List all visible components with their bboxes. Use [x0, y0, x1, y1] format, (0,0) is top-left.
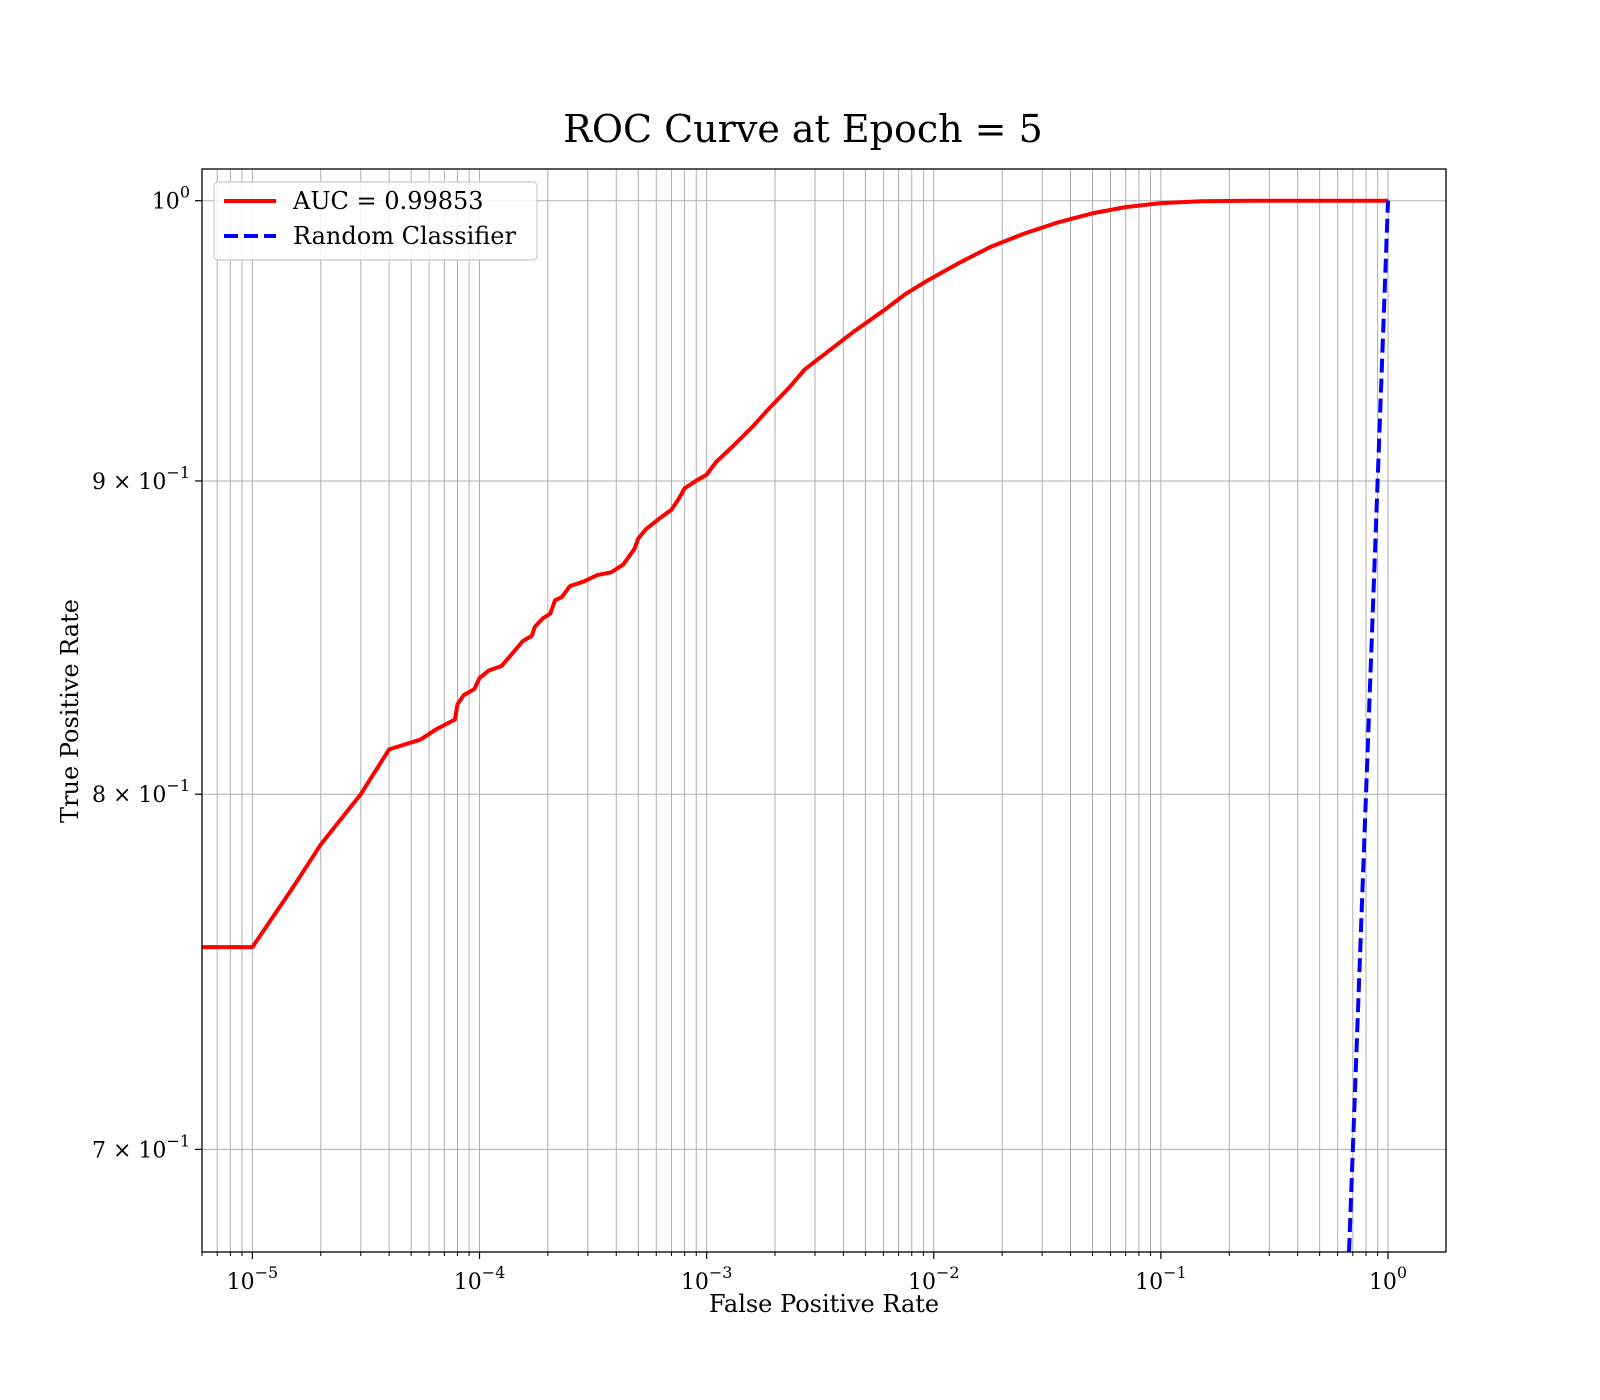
- x-tick-label: 10−2: [908, 1263, 960, 1295]
- y-tick-label: 100: [152, 183, 190, 215]
- series-layer: [202, 198, 1391, 1253]
- legend-box: [213, 181, 538, 261]
- x-tick-label: 10−1: [1135, 1263, 1187, 1295]
- x-tick-label: 10−5: [227, 1263, 279, 1295]
- chart-title: ROC Curve at Epoch = 5: [563, 107, 1043, 151]
- x-tick-label: 100: [1369, 1263, 1407, 1295]
- x-tick-label: 10−4: [454, 1263, 506, 1295]
- y-axis: 100 9 × 10−1 8 × 10−1 7 × 10−1: [92, 183, 202, 1163]
- x-axis: 10−5 10−4 10−3 10−2 10−1 100: [201, 1252, 1407, 1295]
- y-tick-label: 8 × 10−1: [92, 776, 190, 808]
- legend: AUC = 0.99853 Random Classifier: [213, 181, 538, 261]
- y-tick-label: 9 × 10−1: [92, 463, 190, 495]
- grid: [201, 169, 1446, 1252]
- y-axis-label: True Positive Rate: [56, 599, 84, 823]
- y-tick-label: 7 × 10−1: [92, 1131, 190, 1163]
- plot-frame: [201, 168, 1447, 1253]
- x-tick-label: 10−3: [681, 1263, 733, 1295]
- x-axis-label: False Positive Rate: [709, 1290, 939, 1318]
- roc-curve-line: [202, 198, 1389, 950]
- random-classifier-line: [1347, 200, 1391, 1253]
- legend-label-auc: AUC = 0.99853: [292, 187, 484, 215]
- legend-label-random: Random Classifier: [293, 222, 516, 250]
